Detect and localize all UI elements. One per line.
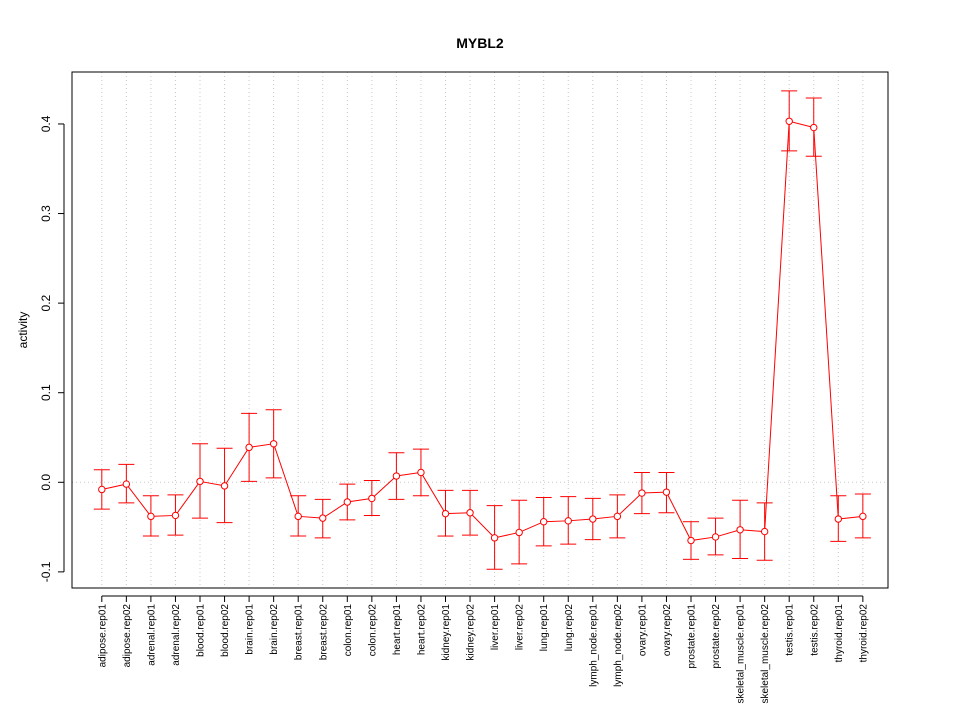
data-point — [245, 443, 253, 452]
x-tick-label: breast.rep02 — [318, 604, 329, 661]
data-point — [294, 512, 302, 521]
y-tick-label: 0.1 — [39, 384, 53, 401]
x-tick-label: prostate.rep01 — [687, 604, 698, 669]
grid-layer — [72, 72, 888, 588]
plot-frame — [71, 71, 889, 589]
x-tick-label: thyroid.rep01 — [834, 604, 845, 663]
data-point — [269, 440, 278, 448]
x-tick-label: ovary.rep02 — [662, 604, 673, 657]
x-tick-label: liver.rep01 — [490, 604, 501, 651]
y-axis-label: activity — [16, 312, 30, 349]
data-point — [736, 526, 744, 534]
data-point — [441, 509, 450, 518]
x-tick-label: prostate.rep02 — [711, 604, 722, 669]
data-point — [564, 517, 572, 525]
x-tick-label: adrenal.rep01 — [146, 604, 157, 666]
data-point — [417, 468, 425, 477]
x-tick-label: heart.rep02 — [416, 604, 427, 656]
data-point — [859, 512, 867, 521]
x-tick-label: brain.rep01 — [245, 604, 256, 655]
x-tick-label: ovary.rep01 — [637, 604, 648, 657]
x-tick-label: blood.rep02 — [220, 604, 231, 657]
x-tick-label: adipose.rep02 — [122, 604, 133, 668]
x-tick-label: testis.rep01 — [785, 604, 796, 656]
x-axis: adipose.rep01 adipose.rep02 adrenal.rep01 a… — [97, 595, 869, 704]
x-tick-label: lymph_node.rep02 — [613, 604, 624, 687]
x-tick-label: blood.rep01 — [196, 604, 207, 657]
data-point — [220, 482, 229, 490]
data-point — [343, 498, 351, 506]
x-tick-label: liver.rep02 — [515, 604, 526, 651]
data-point — [98, 485, 106, 494]
y-tick-label: 0.4 — [39, 115, 53, 132]
x-tick-label: colon.rep02 — [367, 604, 378, 657]
data-point — [613, 512, 622, 521]
x-tick-label: skeletal_muscle.rep01 — [736, 604, 747, 704]
y-tick-label: 0.2 — [39, 294, 53, 311]
data-point — [368, 494, 376, 503]
data-point — [392, 472, 401, 480]
data-point — [810, 123, 818, 132]
chart-title: MYBL2 — [456, 35, 504, 51]
x-tick-label: lung.rep01 — [539, 604, 550, 652]
y-tick-label: 0.0 — [39, 474, 53, 491]
data-point — [490, 534, 499, 542]
data-point — [711, 533, 720, 541]
data-point — [122, 480, 131, 488]
x-tick-label: testis.rep02 — [809, 604, 820, 656]
data-point — [319, 514, 327, 522]
data-point — [540, 518, 548, 526]
data-point — [515, 528, 523, 537]
y-tick-label: -0.1 — [39, 561, 53, 582]
series-line — [101, 120, 863, 542]
x-tick-label: skeletal_muscle.rep02 — [760, 604, 771, 704]
data-point — [466, 509, 474, 517]
x-tick-label: colon.rep01 — [343, 604, 354, 657]
data-point — [834, 515, 842, 523]
data-point — [760, 527, 769, 536]
series-layer — [93, 90, 871, 570]
x-tick-label: heart.rep01 — [392, 604, 403, 656]
x-tick-label: adrenal.rep02 — [171, 604, 182, 666]
data-point — [785, 117, 793, 125]
x-tick-label: adipose.rep01 — [97, 604, 108, 668]
x-tick-label: kidney.rep02 — [466, 604, 477, 661]
data-point — [638, 489, 646, 497]
data-point — [171, 511, 180, 520]
data-point — [196, 477, 204, 486]
x-tick-label: thyroid.rep02 — [858, 604, 869, 663]
x-tick-label: breast.rep01 — [294, 604, 305, 661]
y-tick-label: 0.3 — [39, 205, 53, 222]
data-point — [589, 515, 597, 523]
x-tick-label: brain.rep02 — [269, 604, 280, 655]
data-point — [147, 512, 155, 521]
x-tick-label: kidney.rep01 — [441, 604, 452, 661]
data-point — [687, 536, 695, 545]
y-axis: -0.1 0.0 0.1 0.2 0.3 0.4 — [39, 115, 65, 582]
x-tick-label: lung.rep02 — [564, 604, 575, 652]
x-tick-label: lymph_node.rep01 — [588, 604, 599, 687]
data-point — [662, 488, 671, 496]
